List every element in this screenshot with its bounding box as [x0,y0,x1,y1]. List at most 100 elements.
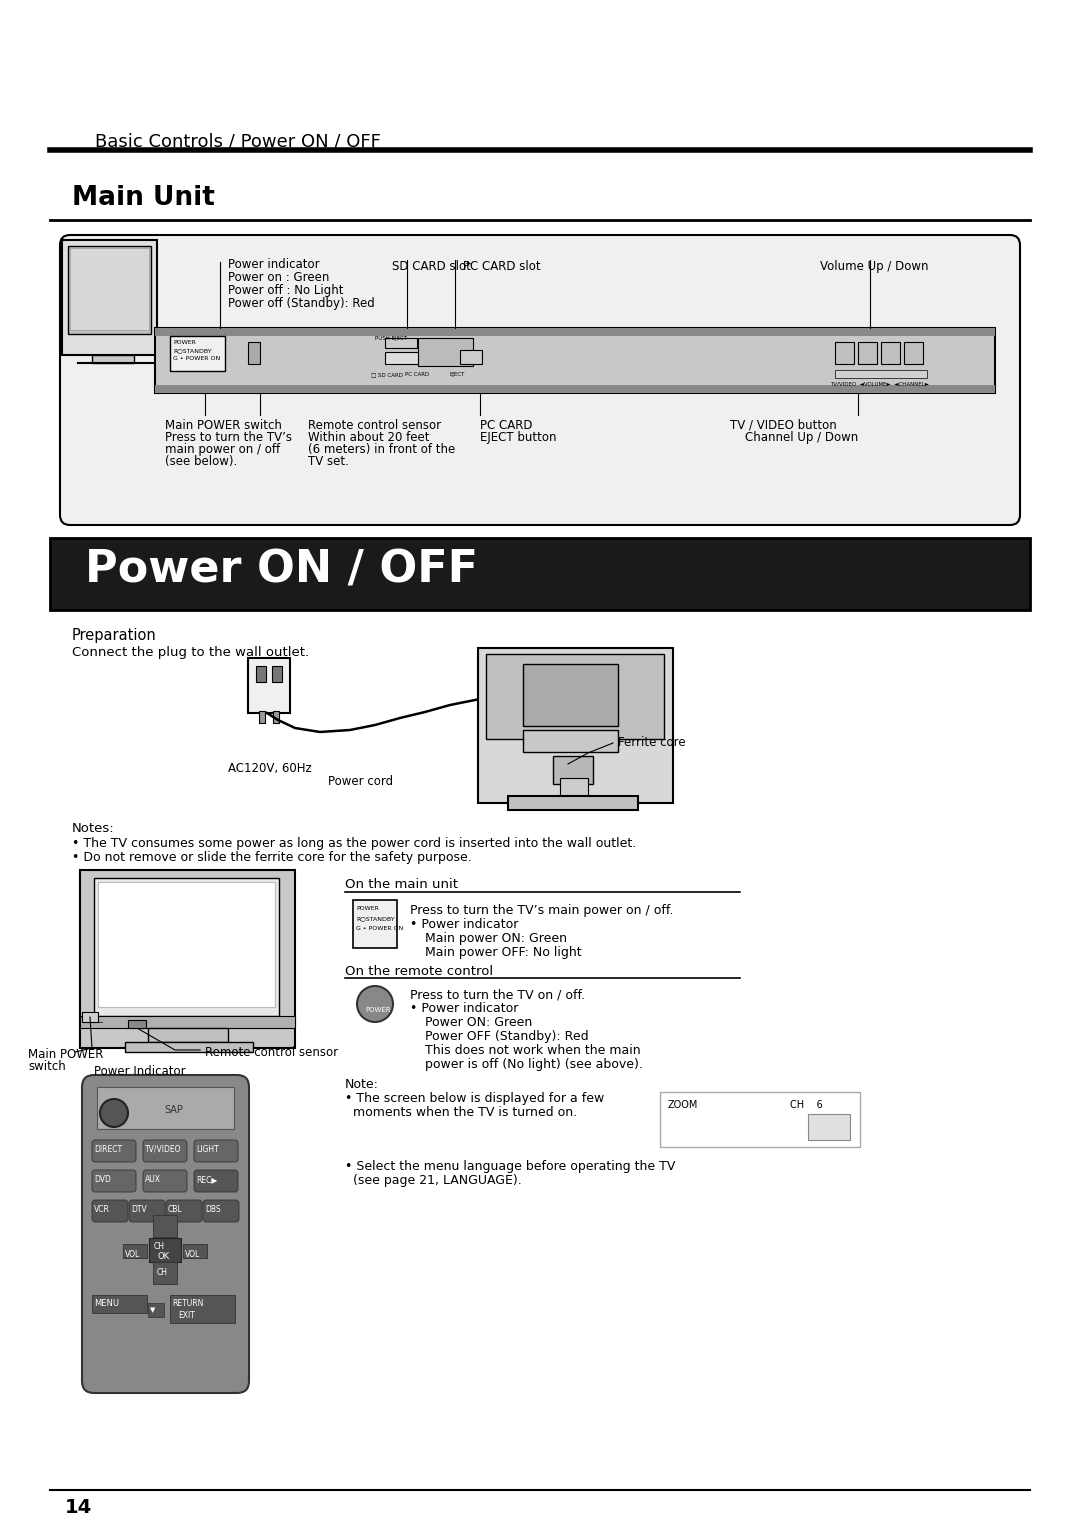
Text: PUSH EJECT: PUSH EJECT [375,336,407,341]
Text: SAP: SAP [810,1115,828,1126]
Text: Power indicator: Power indicator [228,258,320,270]
Text: EXIT: EXIT [178,1311,194,1320]
Text: Power on : Green: Power on : Green [228,270,329,284]
Text: VOL: VOL [125,1250,140,1259]
Text: Ferrite core: Ferrite core [618,736,686,749]
Bar [561,778,588,796]
Text: Main power OFF: No light: Main power OFF: No light [426,946,582,960]
Text: (see page 21, LANGUAGE).: (see page 21, LANGUAGE). [345,1174,522,1187]
FancyBboxPatch shape [194,1140,238,1161]
Text: POWER: POWER [365,1007,391,1013]
Text: Power off (Standby): Red: Power off (Standby): Red [228,296,375,310]
Bar [148,1303,164,1317]
FancyBboxPatch shape [194,1170,238,1192]
Text: □ SD CARD: □ SD CARD [372,371,403,377]
Text: CH    6: CH 6 [789,1100,823,1109]
Bar [248,342,260,364]
Bar [97,1086,234,1129]
Bar [80,869,295,1048]
Bar [460,350,482,364]
Text: switch: switch [28,1060,66,1073]
Bar [835,342,854,364]
Bar [125,1042,253,1051]
Circle shape [357,986,393,1022]
Text: DIRECT: DIRECT [94,1144,122,1154]
Text: DBS: DBS [205,1206,220,1215]
Bar [156,329,995,393]
Bar [508,796,638,810]
Text: Channel Up / Down: Channel Up / Down [745,431,859,445]
Text: G • POWER ON: G • POWER ON [356,926,403,931]
Bar [82,1012,98,1022]
Bar [660,1093,860,1148]
Text: MENU: MENU [94,1299,119,1308]
Bar [149,1238,181,1262]
Bar [273,711,279,723]
FancyBboxPatch shape [143,1170,187,1192]
Text: Volume Up / Down: Volume Up / Down [820,260,929,274]
Text: OK: OK [157,1251,170,1261]
Text: Main POWER switch: Main POWER switch [165,419,282,432]
Bar [248,659,291,714]
Bar [50,538,1030,610]
Bar [904,342,923,364]
Bar [170,1296,235,1323]
Text: Power Indicator: Power Indicator [94,1065,186,1077]
Text: DTV: DTV [131,1206,147,1215]
Text: Basic Controls / Power ON / OFF: Basic Controls / Power ON / OFF [95,131,381,150]
Text: VOL: VOL [185,1250,200,1259]
Text: • Power indicator: • Power indicator [410,918,518,931]
Text: VCR: VCR [94,1206,110,1215]
Bar [170,336,225,371]
Text: 14: 14 [65,1497,92,1517]
Text: • Power indicator: • Power indicator [410,1002,518,1015]
Bar [256,666,266,681]
Text: ▼: ▼ [150,1306,156,1313]
Bar [94,879,279,1016]
Text: TV/VIDEO: TV/VIDEO [145,1144,181,1154]
Bar [384,351,455,364]
Bar [523,665,618,726]
Text: LIGHT: LIGHT [195,1144,219,1154]
Bar [881,342,900,364]
Text: main power on / off: main power on / off [165,443,280,455]
Text: On the main unit: On the main unit [345,879,458,891]
Text: TV set.: TV set. [308,455,349,468]
Text: MONO: MONO [810,1128,841,1138]
Text: • Select the menu language before operating the TV: • Select the menu language before operat… [345,1160,675,1174]
Text: TV/VIDEO  ◄VOLUME►  ◄CHANNEL►: TV/VIDEO ◄VOLUME► ◄CHANNEL► [831,382,929,387]
Bar [68,246,151,335]
Text: Press to turn the TV’s: Press to turn the TV’s [165,431,292,445]
FancyBboxPatch shape [92,1140,136,1161]
Text: • The TV consumes some power as long as the power cord is inserted into the wall: • The TV consumes some power as long as … [72,837,636,850]
Bar [259,711,265,723]
FancyBboxPatch shape [166,1199,202,1222]
Text: • The screen below is displayed for a few: • The screen below is displayed for a fe… [345,1093,604,1105]
Text: power is off (No light) (see above).: power is off (No light) (see above). [426,1057,643,1071]
Text: Power ON: Green: Power ON: Green [426,1016,532,1028]
Text: Connect the plug to the wall outlet.: Connect the plug to the wall outlet. [72,646,309,659]
Text: RETURN: RETURN [172,1299,203,1308]
Text: EJECT button: EJECT button [480,431,556,445]
Text: SD CARD slot: SD CARD slot [392,260,471,274]
FancyBboxPatch shape [143,1140,187,1161]
Bar [62,240,157,354]
Text: AUX: AUX [145,1175,161,1184]
Text: This does not work when the main: This does not work when the main [426,1044,640,1057]
FancyBboxPatch shape [203,1199,239,1222]
Text: ZOOM: ZOOM [669,1100,699,1109]
Text: DVD: DVD [94,1175,111,1184]
Bar [92,1296,147,1313]
Text: TV / VIDEO button: TV / VIDEO button [730,419,837,432]
Circle shape [100,1099,129,1128]
Bar [835,370,927,377]
Text: On the remote control: On the remote control [345,966,494,978]
Text: AC120V, 60Hz: AC120V, 60Hz [228,762,312,775]
Bar [129,1021,146,1028]
Bar [183,1244,207,1258]
Bar [486,654,664,740]
Text: Main power ON: Green: Main power ON: Green [426,932,567,944]
Text: moments when the TV is turned on.: moments when the TV is turned on. [345,1106,577,1118]
Text: POWER: POWER [104,1106,126,1112]
Text: R○STANDBY: R○STANDBY [173,348,212,353]
